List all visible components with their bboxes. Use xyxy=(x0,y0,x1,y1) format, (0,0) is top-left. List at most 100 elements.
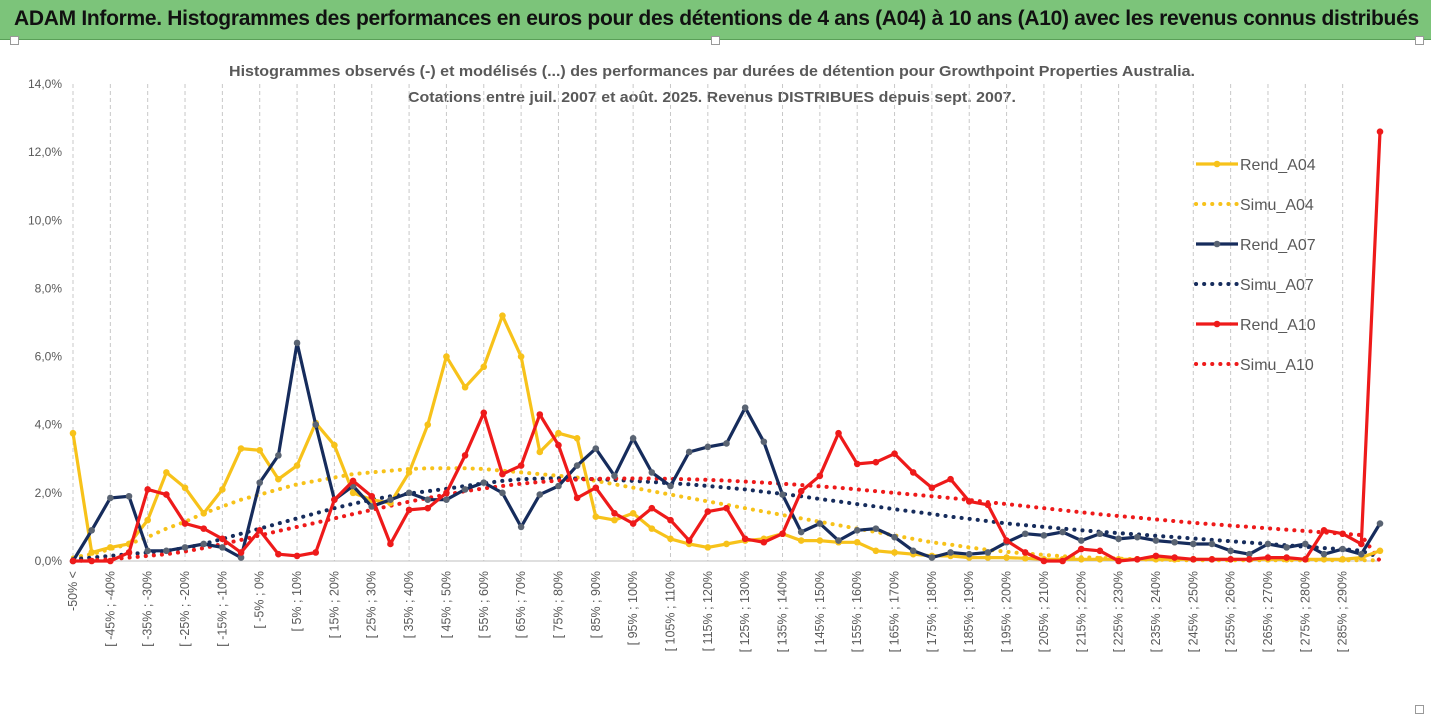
data-point-rend-a10 xyxy=(480,409,488,417)
data-point-rend-a10 xyxy=(741,535,749,543)
data-point-rend-a10 xyxy=(1283,554,1290,561)
data-point-rend-a07 xyxy=(1059,528,1066,536)
data-point-rend-a07 xyxy=(1339,545,1346,553)
legend-label-simu-a10: Simu_A10 xyxy=(1240,357,1314,374)
data-point-rend-a04 xyxy=(499,312,506,319)
resize-handle-bottom-right[interactable] xyxy=(1415,705,1424,714)
data-point-rend-a10 xyxy=(1115,557,1122,565)
data-point-rend-a10 xyxy=(760,538,768,546)
data-point-rend-a07 xyxy=(928,554,936,561)
data-point-rend-a10 xyxy=(667,516,674,524)
data-point-rend-a07 xyxy=(1320,550,1328,558)
data-point-rend-a07 xyxy=(1246,550,1253,558)
x-tick-label: [ 65% ; 70% xyxy=(514,571,528,638)
data-point-rend-a10 xyxy=(1021,549,1029,556)
data-point-rend-a10 xyxy=(1358,540,1365,548)
x-tick-label: [ -15% ; -10% xyxy=(215,571,229,647)
data-point-rend-a07 xyxy=(1227,547,1234,555)
data-point-rend-a07 xyxy=(107,494,114,502)
grid-layer xyxy=(72,84,1344,561)
data-point-rend-a04 xyxy=(1077,555,1085,563)
legend-marker-rend-a07 xyxy=(1213,240,1221,248)
x-tick-label: [ -5% ; 0% xyxy=(253,571,267,629)
chart-subtitle: Cotations entre juil. 2007 et août. 2025… xyxy=(408,89,1016,106)
data-point-rend-a04 xyxy=(219,486,226,493)
data-point-rend-a10 xyxy=(853,460,861,468)
data-point-rend-a04 xyxy=(536,448,544,456)
data-point-rend-a07 xyxy=(1189,540,1197,548)
data-point-rend-a10 xyxy=(1059,557,1066,565)
data-point-rend-a04 xyxy=(573,435,581,442)
series-line-rend-a07 xyxy=(71,341,1382,562)
x-tick-label: [ 15% ; 20% xyxy=(327,571,341,638)
data-point-rend-a07 xyxy=(1040,532,1048,539)
data-point-rend-a07 xyxy=(536,491,544,498)
x-tick-label: [ 145% ; 150% xyxy=(813,571,827,652)
data-point-rend-a10 xyxy=(536,411,544,418)
x-tick-label: [ 75% ; 80% xyxy=(551,571,565,638)
report-banner: ADAM Informe. Histogrammes des performan… xyxy=(0,0,1431,40)
data-point-rend-a10 xyxy=(1189,555,1197,563)
legend-label-rend-a10: Rend_A10 xyxy=(1240,317,1316,334)
data-point-rend-a07 xyxy=(797,528,805,536)
x-tick-label: [ 175% ; 180% xyxy=(925,571,939,652)
data-point-rend-a07 xyxy=(181,544,189,551)
data-point-rend-a04 xyxy=(555,429,562,437)
data-point-rend-a04 xyxy=(816,537,824,544)
data-point-rend-a10 xyxy=(1339,530,1346,538)
data-point-rend-a04 xyxy=(256,446,264,454)
x-tick-label: [ 95% ; 100% xyxy=(626,571,640,645)
legend-marker-rend-a04 xyxy=(1213,160,1221,168)
data-point-rend-a10 xyxy=(88,557,95,565)
data-point-rend-a10 xyxy=(1246,555,1253,563)
data-point-rend-a04 xyxy=(349,489,357,497)
resize-handle-top-left[interactable] xyxy=(10,36,19,45)
data-point-rend-a10 xyxy=(1152,552,1160,560)
y-tick-label: 14,0% xyxy=(28,77,62,91)
data-point-rend-a10 xyxy=(1171,554,1178,561)
resize-handle-top-center[interactable] xyxy=(711,36,720,45)
data-point-rend-a10 xyxy=(1133,555,1141,563)
data-point-rend-a04 xyxy=(88,549,95,556)
data-point-rend-a10 xyxy=(629,520,637,527)
data-point-rend-a04 xyxy=(797,537,805,544)
data-point-rend-a10 xyxy=(891,450,898,457)
x-tick-label: [ 85% ; 90% xyxy=(589,571,603,638)
chart: Histogrammes observés (-) et modélisés (… xyxy=(28,63,1384,652)
data-point-rend-a10 xyxy=(1096,547,1104,555)
data-point-rend-a10 xyxy=(125,549,133,556)
data-point-rend-a10 xyxy=(517,462,525,469)
axis-layer: 0,0% 2,0% 4,0% 6,0% 8,0% 10,0% 12,0% 14,0% -50% … xyxy=(28,77,1380,652)
data-point-rend-a04 xyxy=(648,525,656,532)
data-point-rend-a10 xyxy=(293,552,301,560)
data-point-rend-a10 xyxy=(1302,555,1309,563)
x-tick-label: [ 265% ; 270% xyxy=(1261,571,1275,652)
data-point-rend-a07 xyxy=(480,479,488,486)
data-point-rend-a07 xyxy=(1171,538,1178,546)
data-point-rend-a10 xyxy=(1376,128,1384,135)
x-tick-label: [ 235% ; 240% xyxy=(1149,571,1163,652)
y-tick-label: 6,0% xyxy=(35,350,63,364)
data-point-rend-a04 xyxy=(891,549,898,556)
x-tick-label: [ 165% ; 170% xyxy=(888,571,902,652)
data-point-rend-a07 xyxy=(853,527,861,534)
y-tick-label: 4,0% xyxy=(35,418,63,432)
data-point-rend-a10 xyxy=(872,458,880,466)
data-point-rend-a07 xyxy=(200,540,207,548)
data-point-rend-a04 xyxy=(144,516,151,524)
x-tick-label: [ 45% ; 50% xyxy=(439,571,453,638)
data-point-rend-a04 xyxy=(723,540,730,548)
resize-handle-top-right[interactable] xyxy=(1415,36,1424,45)
data-point-rend-a04 xyxy=(1096,555,1104,563)
data-point-rend-a04 xyxy=(480,363,488,371)
data-point-rend-a04 xyxy=(69,429,77,437)
data-point-rend-a10 xyxy=(685,537,693,544)
data-point-rend-a04 xyxy=(1339,555,1346,563)
x-tick-label: [ 105% ; 110% xyxy=(663,571,677,651)
data-point-rend-a10 xyxy=(704,508,712,515)
data-point-rend-a04 xyxy=(237,445,245,452)
data-point-rend-a07 xyxy=(1077,537,1085,544)
legend-label-rend-a04: Rend_A04 xyxy=(1240,157,1316,174)
data-point-rend-a10 xyxy=(69,557,77,565)
data-point-rend-a04 xyxy=(293,462,301,469)
